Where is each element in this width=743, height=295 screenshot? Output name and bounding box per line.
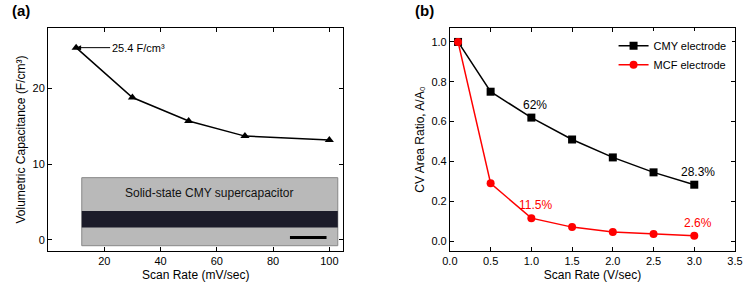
svg-text:Volumetric Capacitance (F/cm³): Volumetric Capacitance (F/cm³) <box>14 55 28 223</box>
svg-text:40: 40 <box>154 255 166 267</box>
svg-text:20: 20 <box>33 82 45 94</box>
svg-text:80: 80 <box>267 255 279 267</box>
svg-text:62%: 62% <box>523 98 547 112</box>
svg-text:25.4 F/cm³: 25.4 F/cm³ <box>112 42 165 54</box>
svg-text:Solid-state CMY supercapacitor: Solid-state CMY supercapacitor <box>125 186 294 200</box>
svg-text:2.5: 2.5 <box>646 255 661 267</box>
svg-text:0: 0 <box>39 234 45 246</box>
svg-text:Scan Rate (V/sec): Scan Rate (V/sec) <box>544 268 641 282</box>
svg-text:1.0: 1.0 <box>524 255 539 267</box>
svg-text:(a): (a) <box>12 2 30 19</box>
svg-text:10: 10 <box>33 158 45 170</box>
svg-text:2.0: 2.0 <box>605 255 620 267</box>
svg-text:2.6%: 2.6% <box>684 216 712 230</box>
svg-text:0.2: 0.2 <box>431 195 446 207</box>
svg-text:(b): (b) <box>415 2 434 19</box>
svg-text:100: 100 <box>320 255 338 267</box>
svg-text:11.5%: 11.5% <box>519 198 552 212</box>
svg-text:28.3%: 28.3% <box>681 165 715 179</box>
svg-text:1.0: 1.0 <box>431 36 446 48</box>
svg-text:3.0: 3.0 <box>687 255 702 267</box>
svg-text:0.8: 0.8 <box>431 76 446 88</box>
svg-text:0.4: 0.4 <box>431 155 446 167</box>
svg-text:0.5: 0.5 <box>483 255 498 267</box>
svg-text:CV Area Ratio, A/A₀: CV Area Ratio, A/A₀ <box>413 86 427 192</box>
svg-text:20: 20 <box>98 255 110 267</box>
svg-text:0.6: 0.6 <box>431 115 446 127</box>
svg-text:MCF electrode: MCF electrode <box>654 59 726 71</box>
svg-text:60: 60 <box>211 255 223 267</box>
svg-text:0.0: 0.0 <box>442 255 457 267</box>
svg-text:3.5: 3.5 <box>727 255 742 267</box>
svg-text:0.0: 0.0 <box>431 235 446 247</box>
svg-text:1.5: 1.5 <box>564 255 579 267</box>
svg-text:CMY electrode: CMY electrode <box>654 40 727 52</box>
svg-text:Scan Rate (mV/sec): Scan Rate (mV/sec) <box>142 268 249 282</box>
